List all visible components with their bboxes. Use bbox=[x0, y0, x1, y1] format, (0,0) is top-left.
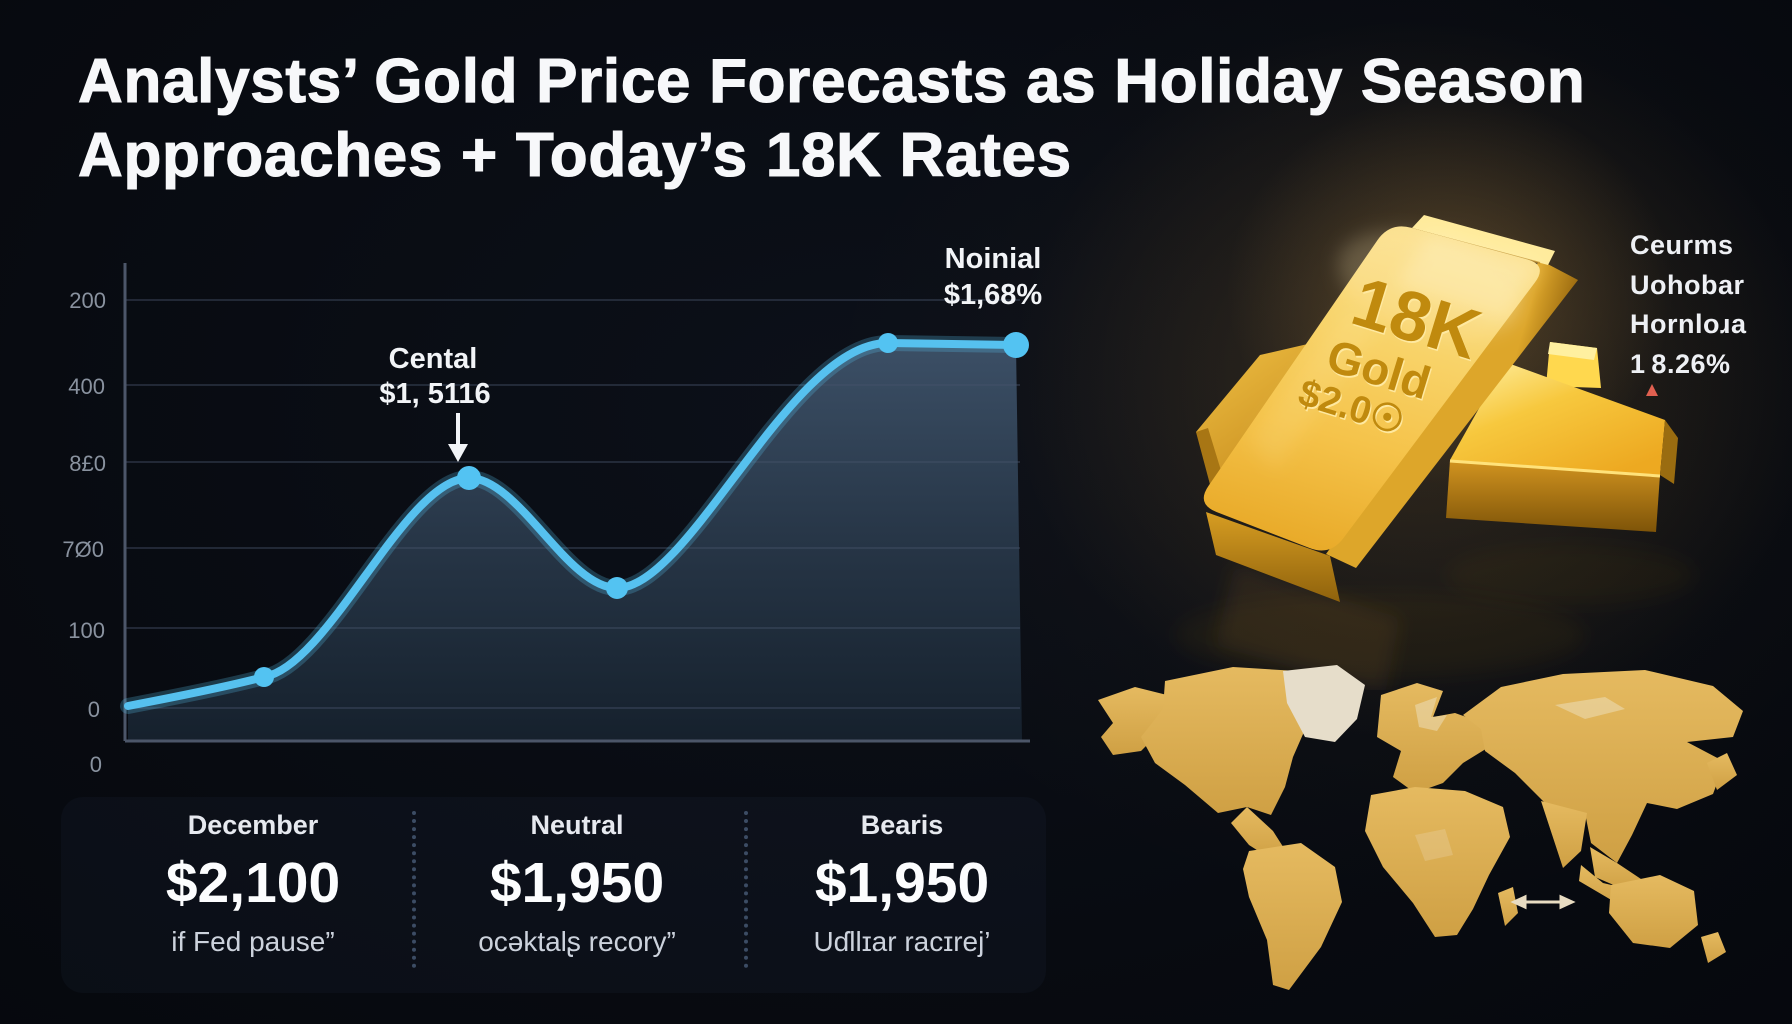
svg-text:$1,68%: $1,68% bbox=[944, 279, 1043, 311]
svg-text:Cental: Cental bbox=[389, 343, 478, 375]
svg-text:Noinial: Noinial bbox=[945, 243, 1042, 275]
svg-text:200: 200 bbox=[69, 288, 106, 313]
svg-text:0: 0 bbox=[88, 697, 100, 722]
svg-text:8£0: 8£0 bbox=[69, 451, 106, 476]
svg-text:100: 100 bbox=[68, 618, 105, 643]
svg-text:0: 0 bbox=[90, 752, 102, 777]
svg-text:$1, 5116: $1, 5116 bbox=[379, 378, 490, 410]
svg-text:400: 400 bbox=[68, 374, 105, 399]
svg-text:7Ø0: 7Ø0 bbox=[62, 537, 104, 562]
